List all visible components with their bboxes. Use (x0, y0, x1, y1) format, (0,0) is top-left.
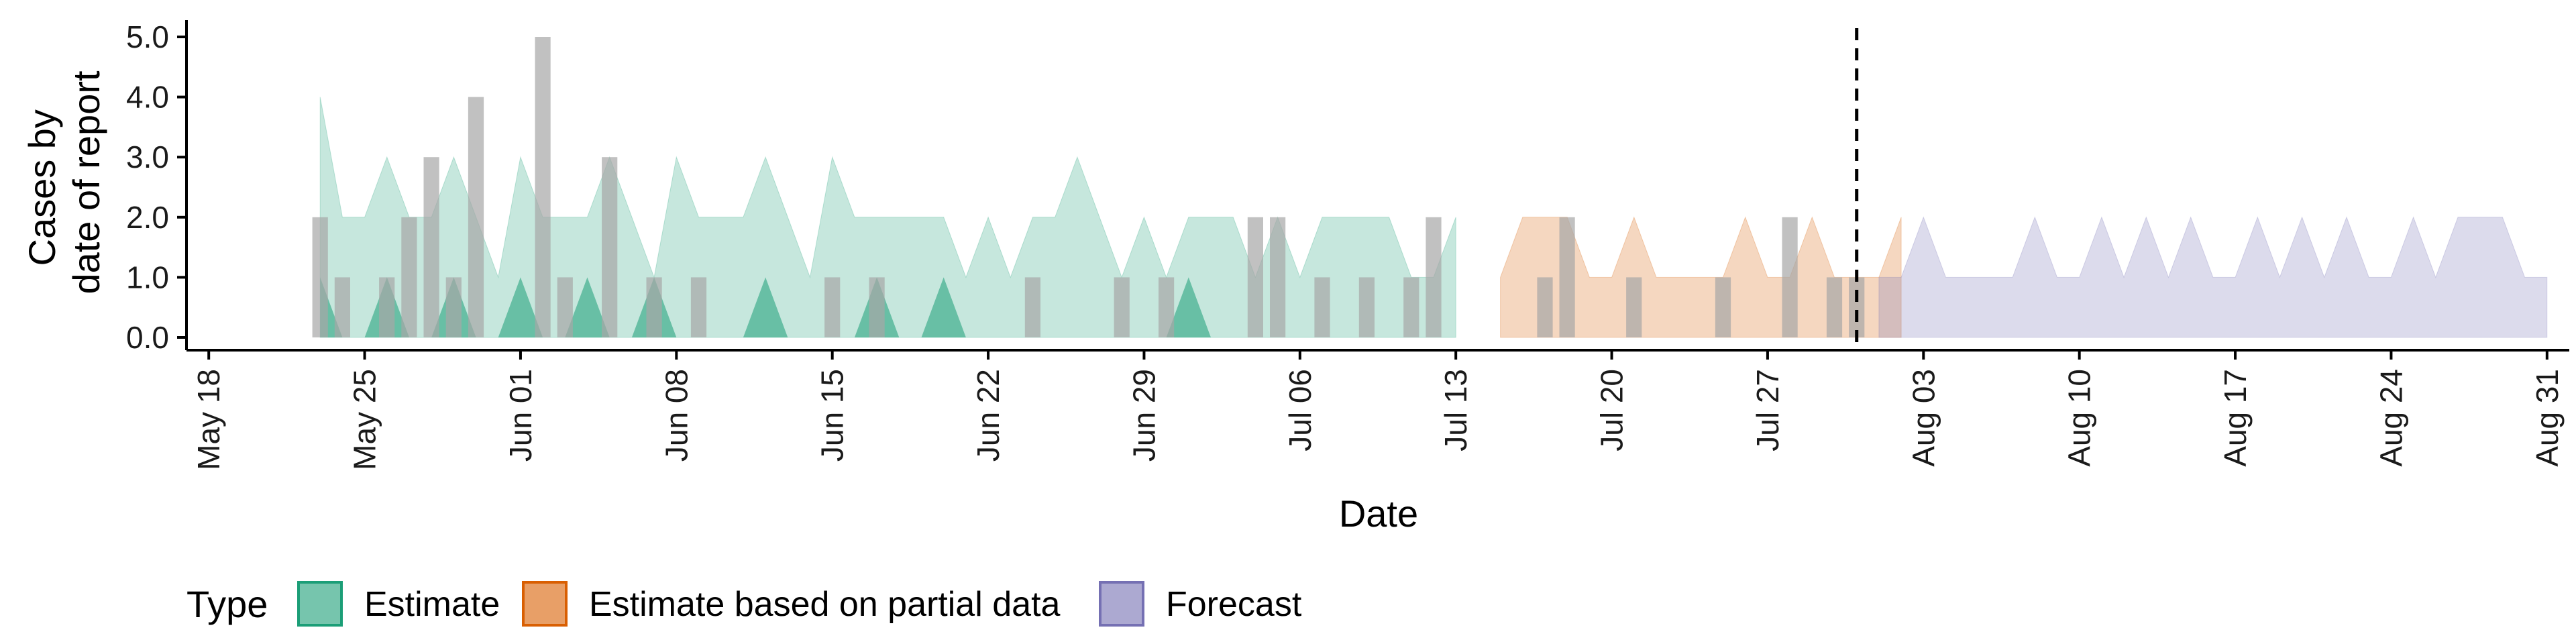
reported-bar-22 (1426, 217, 1442, 337)
reported-bar-4 (423, 157, 439, 337)
x-tick-label-3: Jun 08 (659, 369, 694, 462)
x-tick-label-13: Aug 17 (2218, 369, 2253, 467)
reported-bar-6 (468, 97, 484, 337)
x-tick-label-4: Jun 15 (815, 369, 850, 462)
y-tick-label-2: 2.0 (126, 200, 169, 235)
legend-label-forecast: Forecast (1166, 585, 1302, 624)
reported-bar-28 (1826, 277, 1843, 337)
reported-bar-17 (1247, 217, 1263, 337)
reported-bar-24 (1559, 217, 1575, 337)
reported-bar-5 (445, 277, 462, 337)
x-tick-label-9: Jul 20 (1595, 369, 1629, 451)
reported-bar-0 (312, 217, 328, 337)
reported-bar-1 (334, 277, 350, 337)
x-tick-label-2: Jun 01 (503, 369, 538, 462)
reported-bar-7 (535, 37, 551, 337)
y-tick-label-1: 1.0 (126, 260, 169, 294)
reported-bar-9 (602, 157, 618, 337)
x-tick-label-10: Jul 27 (1750, 369, 1785, 451)
x-tick-label-12: Aug 10 (2062, 369, 2097, 467)
x-tick-label-6: Jun 29 (1126, 369, 1161, 462)
reported-bar-8 (557, 277, 573, 337)
x-tick-label-5: Jun 22 (971, 369, 1006, 462)
reported-bar-15 (1114, 277, 1130, 337)
x-tick-label-15: Aug 31 (2530, 369, 2565, 467)
y-tick-label-5: 5.0 (126, 19, 169, 54)
reported-bar-12 (824, 277, 841, 337)
reported-bar-21 (1403, 277, 1419, 337)
x-tick-label-1: May 25 (347, 369, 382, 470)
reported-bar-27 (1782, 217, 1798, 337)
legend-key-partial (522, 581, 568, 627)
y-axis-ticks: 0.0 1.0 2.0 3.0 4.0 5.0 (126, 19, 186, 355)
reported-bar-10 (646, 277, 662, 337)
reported-bar-14 (1024, 277, 1040, 337)
reported-bar-25 (1626, 277, 1642, 337)
reported-bar-29 (1849, 277, 1865, 337)
reported-bar-2 (379, 277, 395, 337)
reported-bar-3 (401, 217, 417, 337)
y-axis-title-line-1: Cases by (21, 109, 63, 266)
y-axis-title-line-2: date of report (65, 70, 107, 294)
y-tick-label-3: 3.0 (126, 140, 169, 174)
reported-bar-11 (690, 277, 707, 337)
legend-key-estimate (297, 581, 343, 627)
band-outer-1 (1500, 216, 1902, 338)
x-tick-label-14: Aug 24 (2373, 369, 2408, 467)
legend: Type Estimate Estimate based on partial … (186, 581, 1302, 627)
x-axis-ticks: May 18 May 25 Jun 01 Jun 08 Jun 15 Jun 22 Jun … (191, 350, 2565, 470)
reported-bar-19 (1314, 277, 1330, 337)
band-outer-2 (1878, 216, 2548, 338)
legend-label-estimate: Estimate (364, 585, 500, 624)
reported-bar-18 (1270, 217, 1286, 337)
x-axis-title: Date (1339, 492, 1418, 535)
reported-bar-16 (1159, 277, 1175, 337)
legend-label-partial: Estimate based on partial data (589, 585, 1061, 624)
y-axis-title: Cases by date of report (21, 70, 107, 294)
legend-key-forecast (1099, 581, 1144, 627)
band-outer-0 (319, 97, 1456, 338)
reported-bar-20 (1358, 277, 1375, 337)
x-tick-label-8: Jul 13 (1438, 369, 1473, 451)
x-tick-label-0: May 18 (191, 369, 226, 470)
x-tick-label-7: Jul 06 (1283, 369, 1318, 451)
reported-bar-26 (1715, 277, 1731, 337)
y-tick-label-4: 4.0 (126, 80, 169, 115)
reported-bar-13 (869, 277, 885, 337)
reported-bar-23 (1537, 277, 1553, 337)
legend-title: Type (186, 583, 268, 625)
reported-case-bars (312, 37, 1865, 337)
x-tick-label-11: Aug 03 (1906, 369, 1941, 467)
y-tick-label-0: 0.0 (126, 320, 169, 355)
